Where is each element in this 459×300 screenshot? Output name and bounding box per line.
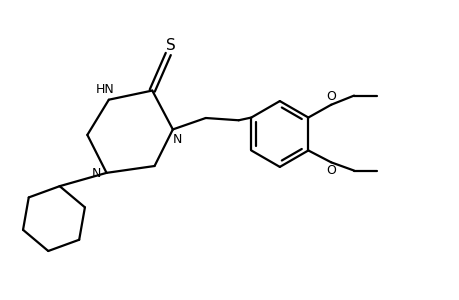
Text: S: S [165,38,175,53]
Text: O: O [325,164,336,177]
Text: O: O [325,90,336,103]
Text: N: N [92,167,101,180]
Text: HN: HN [95,83,114,96]
Text: N: N [173,133,182,146]
